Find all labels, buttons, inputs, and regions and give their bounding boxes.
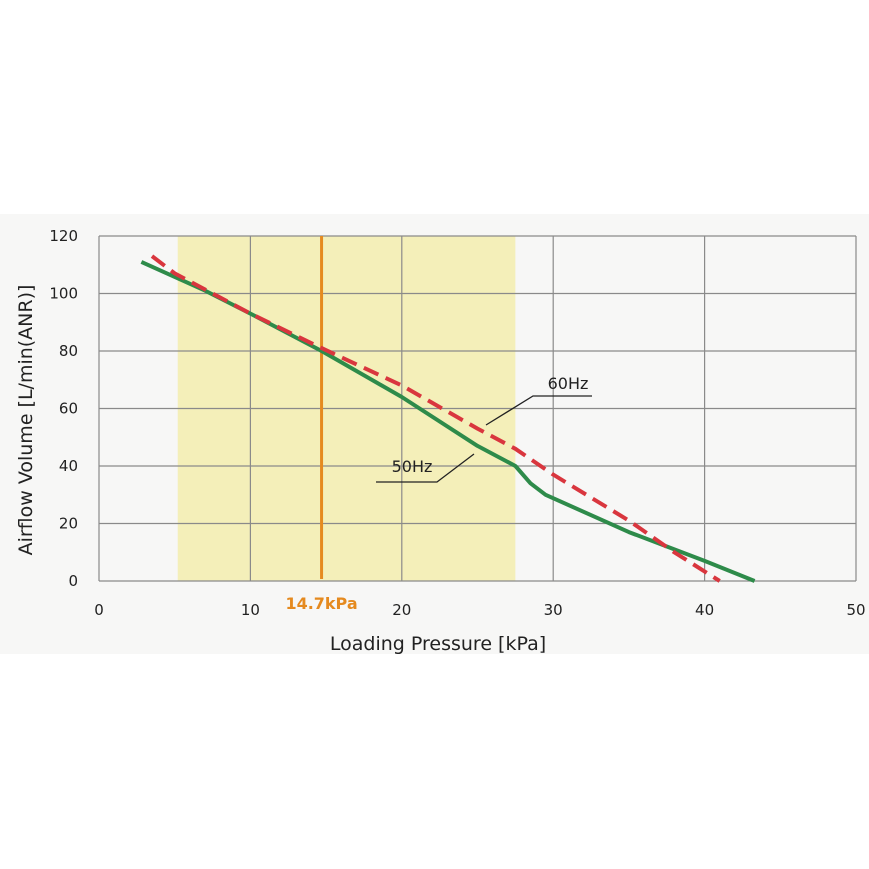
y-tick-label: 120 — [49, 227, 78, 245]
pressure-marker-label: 14.7kPa — [285, 594, 357, 613]
y-tick-label: 0 — [68, 572, 78, 590]
x-tick-label: 30 — [544, 601, 563, 619]
y-tick-label: 60 — [59, 400, 78, 418]
callout-leader-60hz — [485, 395, 592, 426]
y-axis-label: Airflow Volume [L/min(ANR)] — [15, 285, 37, 556]
y-tick-label: 100 — [49, 285, 78, 303]
x-tick-label: 50 — [846, 601, 865, 619]
callout-label-50hz: 50Hz — [392, 457, 433, 476]
x-tick-label: 20 — [392, 601, 411, 619]
x-tick-label: 0 — [94, 601, 104, 619]
y-tick-label: 80 — [59, 342, 78, 360]
y-tick-label: 40 — [59, 457, 78, 475]
y-tick-label: 20 — [59, 515, 78, 533]
callout-label-60hz: 60Hz — [548, 374, 589, 393]
callout-leader-50hz — [376, 453, 475, 483]
x-tick-label: 10 — [241, 601, 260, 619]
x-axis-label: Loading Pressure [kPa] — [330, 633, 546, 655]
series-line-60hz — [150, 254, 721, 583]
x-tick-label: 40 — [695, 601, 714, 619]
